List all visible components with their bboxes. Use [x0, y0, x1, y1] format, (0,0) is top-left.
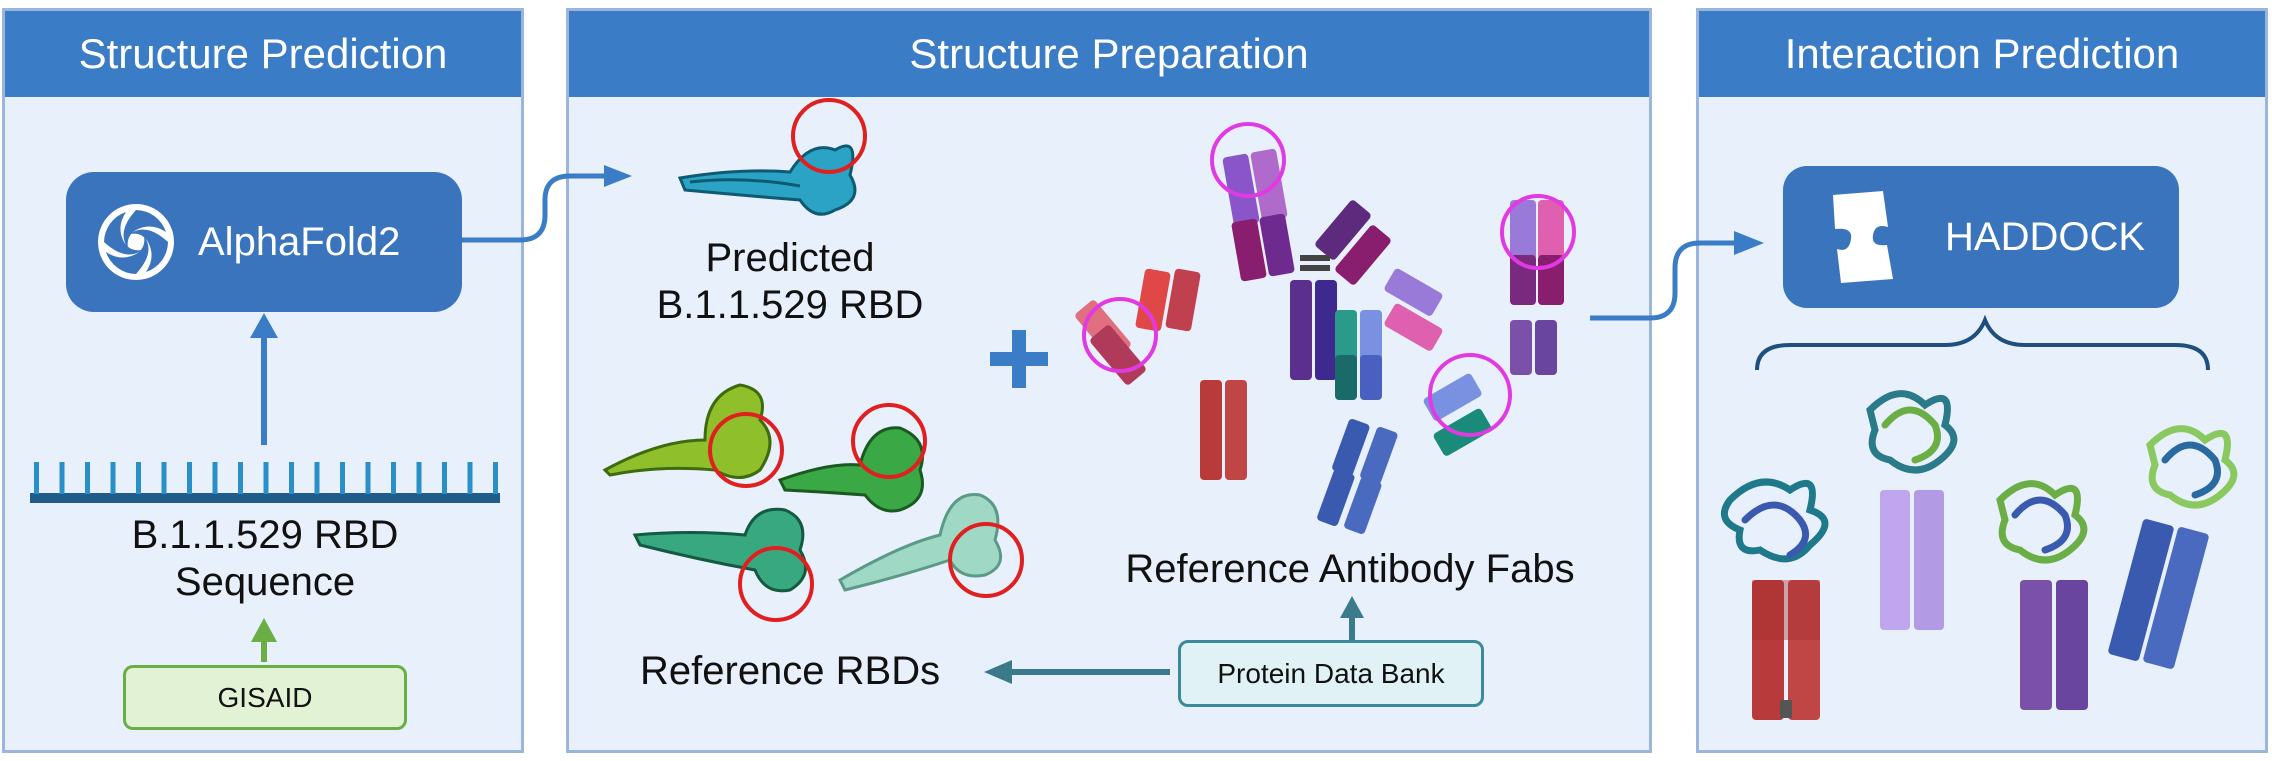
arrow-pdb-to-reference-rbds	[984, 660, 1170, 684]
sequence-comb-icon	[30, 462, 500, 503]
sequence-comb-tooth	[340, 462, 345, 494]
paratope-circle	[1082, 297, 1158, 373]
sequence-comb-tooth	[136, 462, 141, 494]
epitope-circle	[851, 403, 927, 479]
sequence-comb-tooth	[365, 462, 371, 494]
reference-fabs-label: Reference Antibody Fabs	[1125, 547, 1575, 591]
arrow-gisaid-to-sequence	[251, 618, 277, 662]
reference-rbd-structures-icon	[602, 383, 1024, 622]
sequence-comb-tooth	[34, 462, 39, 494]
sequence-label-line2: Sequence	[174, 560, 356, 604]
alphafold-logo-icon	[98, 204, 174, 280]
sequence-comb-tooth	[416, 462, 422, 494]
predicted-rbd-structure-icon	[677, 98, 867, 216]
epitope-circle	[948, 522, 1024, 598]
sequence-comb-tooth	[59, 462, 65, 494]
sequence-comb-tooth	[187, 462, 192, 494]
protein-data-bank-box: Protein Data Bank	[1178, 640, 1484, 707]
arrow-sequence-to-alphafold	[250, 313, 278, 445]
panel-title-structure-prediction: Structure Prediction	[5, 11, 521, 97]
haddock-label: HADDOCK	[1945, 214, 2146, 259]
reference-rbds-label: Reference RBDs	[640, 649, 941, 693]
sequence-comb-tooth	[289, 462, 294, 494]
haddock-puzzle-icon	[1833, 191, 1893, 283]
sequence-comb-tooth	[85, 462, 90, 494]
sequence-comb-tooth	[391, 462, 396, 494]
arrow-pdb-to-reference-fabs	[1340, 596, 1364, 640]
predicted-label-line1: Predicted	[705, 236, 875, 280]
panel-title-structure-preparation: Structure Preparation	[569, 11, 1649, 97]
haddock-box: HADDOCK	[1783, 166, 2179, 308]
paratope-circle	[1500, 194, 1576, 270]
gisaid-box: GISAID	[123, 665, 407, 730]
plus-icon	[990, 330, 1048, 388]
sequence-comb-tooth	[314, 462, 320, 494]
gisaid-label: GISAID	[217, 681, 313, 713]
sequence-comb-tooth	[467, 462, 473, 494]
paratope-circle	[1428, 353, 1512, 437]
docked-complexes-icon	[1720, 390, 2238, 720]
sequence-comb-tooth	[161, 462, 167, 494]
epitope-circle	[791, 98, 867, 174]
sequence-comb-tooth	[212, 462, 218, 494]
arrow-preparation-to-haddock	[1590, 231, 1764, 321]
brace-icon	[1755, 314, 2210, 371]
sequence-label: B.1.1.529 RBD Sequence	[60, 512, 470, 606]
epitope-circle	[708, 412, 784, 488]
sequence-label-line1: B.1.1.529 RBD	[131, 513, 399, 557]
alphafold2-box: AlphaFold2	[66, 172, 462, 312]
epitope-circle	[738, 546, 814, 622]
paratope-circle	[1210, 122, 1286, 198]
predicted-rbd-label: Predicted B.1.1.529 RBD	[615, 235, 965, 329]
reference-antibody-fabs-icon	[1075, 122, 1576, 534]
panel-title-interaction-prediction: Interaction Prediction	[1699, 11, 2265, 97]
arrow-alphafold-to-preparation	[462, 165, 632, 243]
sequence-comb-tooth	[263, 462, 269, 494]
alphafold2-label: AlphaFold2	[198, 219, 401, 264]
sequence-comb-tooth	[493, 462, 498, 494]
protein-data-bank-label: Protein Data Bank	[1217, 657, 1445, 689]
sequence-comb-tooth	[238, 462, 243, 494]
predicted-label-line2: B.1.1.529 RBD	[656, 283, 924, 327]
sequence-comb-tooth	[110, 462, 116, 494]
sequence-comb-tooth	[442, 462, 447, 494]
